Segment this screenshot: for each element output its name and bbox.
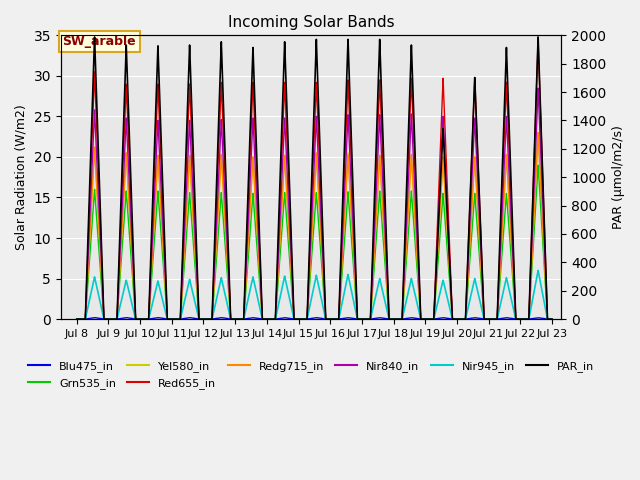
Text: SW_arable: SW_arable xyxy=(63,35,136,48)
Yel580_in xyxy=(293,316,301,322)
Nir840_in xyxy=(433,246,441,252)
PAR_in xyxy=(73,316,81,322)
Red655_in xyxy=(152,132,160,138)
Grn535_in xyxy=(293,316,301,322)
Red655_in xyxy=(73,316,81,322)
Line: Blu475_in: Blu475_in xyxy=(77,318,552,319)
PAR_in xyxy=(152,102,160,108)
Blu475_in xyxy=(246,315,253,321)
Redg715_in xyxy=(293,316,301,322)
Redg715_in xyxy=(344,165,351,171)
Red655_in xyxy=(163,294,170,300)
Yel580_in xyxy=(534,130,542,135)
Grn535_in xyxy=(433,273,441,278)
Yel580_in xyxy=(548,316,556,322)
Redg715_in xyxy=(548,316,556,322)
Line: Nir840_in: Nir840_in xyxy=(77,88,552,319)
Nir840_in xyxy=(548,316,556,322)
PAR_in xyxy=(163,291,170,297)
Line: PAR_in: PAR_in xyxy=(77,37,552,319)
Nir840_in xyxy=(293,316,301,322)
Nir840_in xyxy=(344,128,351,134)
Blu475_in xyxy=(73,316,81,322)
Yel580_in xyxy=(73,316,81,322)
Nir945_in xyxy=(548,316,556,322)
Grn535_in xyxy=(163,304,170,310)
Blu475_in xyxy=(152,315,160,321)
Title: Incoming Solar Bands: Incoming Solar Bands xyxy=(228,15,394,30)
Y-axis label: PAR (μmol/m2/s): PAR (μmol/m2/s) xyxy=(612,125,625,229)
Nir840_in xyxy=(246,184,253,190)
PAR_in xyxy=(344,58,351,63)
PAR_in xyxy=(548,316,556,322)
Line: Redg715_in: Redg715_in xyxy=(77,132,552,319)
Blu475_in xyxy=(163,316,170,322)
Nir945_in xyxy=(163,312,170,318)
Red655_in xyxy=(293,316,301,322)
Line: Yel580_in: Yel580_in xyxy=(77,132,552,319)
Line: Nir945_in: Nir945_in xyxy=(77,270,552,319)
Blu475_in xyxy=(548,316,556,322)
PAR_in xyxy=(293,316,301,322)
Nir840_in xyxy=(534,85,542,91)
PAR_in xyxy=(246,138,253,144)
Redg715_in xyxy=(433,260,441,266)
Grn535_in xyxy=(246,234,253,240)
Nir945_in xyxy=(344,275,351,281)
Nir840_in xyxy=(73,316,81,322)
Nir945_in xyxy=(246,288,253,294)
Y-axis label: Solar Radiation (W/m2): Solar Radiation (W/m2) xyxy=(15,104,28,250)
Nir945_in xyxy=(534,267,542,273)
Red655_in xyxy=(246,161,253,167)
Nir840_in xyxy=(152,161,160,167)
Nir945_in xyxy=(293,316,301,322)
Line: Red655_in: Red655_in xyxy=(77,39,552,319)
PAR_in xyxy=(433,250,441,256)
Red655_in xyxy=(548,316,556,322)
Red655_in xyxy=(344,96,351,102)
Redg715_in xyxy=(152,188,160,194)
Nir945_in xyxy=(73,316,81,322)
Redg715_in xyxy=(246,210,253,216)
Yel580_in xyxy=(163,301,170,307)
Yel580_in xyxy=(433,260,441,266)
PAR_in xyxy=(91,34,99,40)
Yel580_in xyxy=(152,188,160,194)
Red655_in xyxy=(534,36,542,42)
Nir945_in xyxy=(152,287,160,292)
Grn535_in xyxy=(152,216,160,222)
Nir945_in xyxy=(433,303,441,309)
Grn535_in xyxy=(73,316,81,322)
Grn535_in xyxy=(548,316,556,322)
Redg715_in xyxy=(163,301,170,307)
Redg715_in xyxy=(73,316,81,322)
Blu475_in xyxy=(344,315,351,321)
Red655_in xyxy=(433,233,441,239)
Grn535_in xyxy=(344,199,351,204)
Yel580_in xyxy=(246,210,253,216)
Yel580_in xyxy=(344,163,351,169)
Grn535_in xyxy=(534,162,542,168)
Blu475_in xyxy=(433,316,441,322)
Blu475_in xyxy=(293,316,301,322)
Legend: Blu475_in, Grn535_in, Yel580_in, Red655_in, Redg715_in, Nir840_in, Nir945_in, PA: Blu475_in, Grn535_in, Yel580_in, Red655_… xyxy=(24,357,599,393)
Nir840_in xyxy=(163,298,170,303)
Blu475_in xyxy=(91,315,99,321)
Redg715_in xyxy=(534,130,542,135)
Line: Grn535_in: Grn535_in xyxy=(77,165,552,319)
